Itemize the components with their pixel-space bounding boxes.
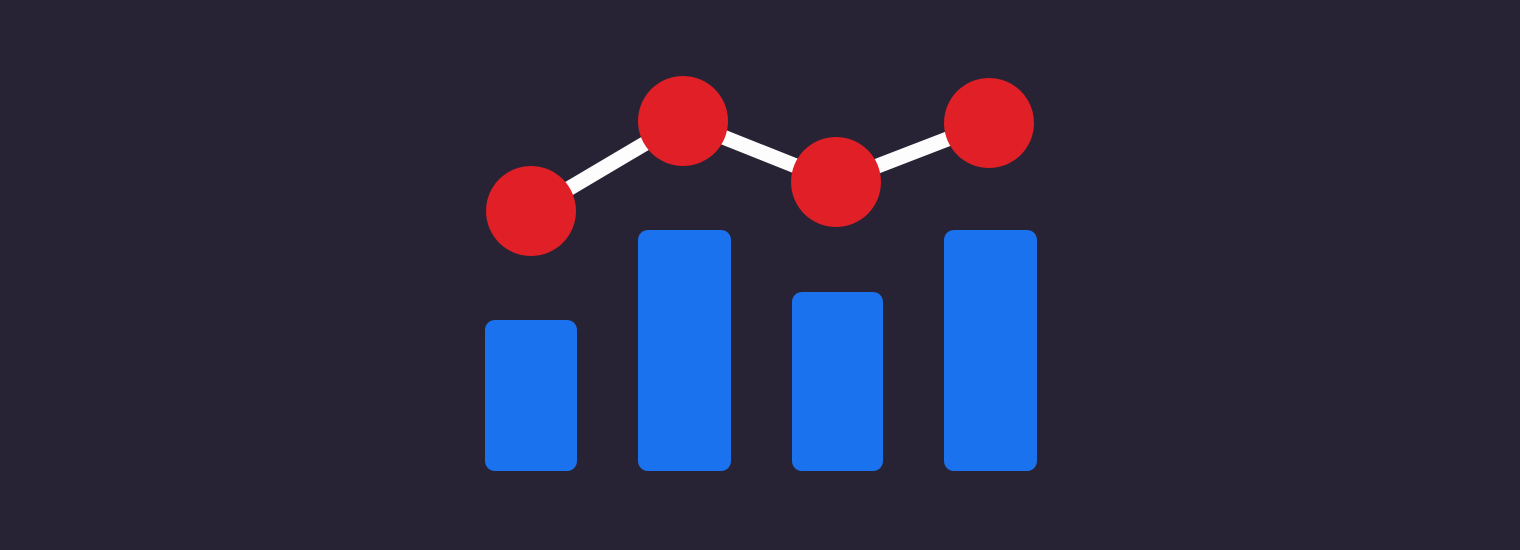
bar-4 xyxy=(944,230,1037,471)
bar-series-group xyxy=(485,230,1037,471)
trend-line-group xyxy=(523,113,997,219)
data-point-marker-1 xyxy=(486,166,576,256)
trend-marker-group xyxy=(486,76,1034,256)
data-point-marker-2 xyxy=(638,76,728,166)
data-point-marker-3 xyxy=(791,137,881,227)
bar-2 xyxy=(638,230,731,471)
trend-line-path xyxy=(523,113,997,219)
data-point-marker-4 xyxy=(944,78,1034,168)
bar-3 xyxy=(792,292,883,471)
bar-1 xyxy=(485,320,577,471)
